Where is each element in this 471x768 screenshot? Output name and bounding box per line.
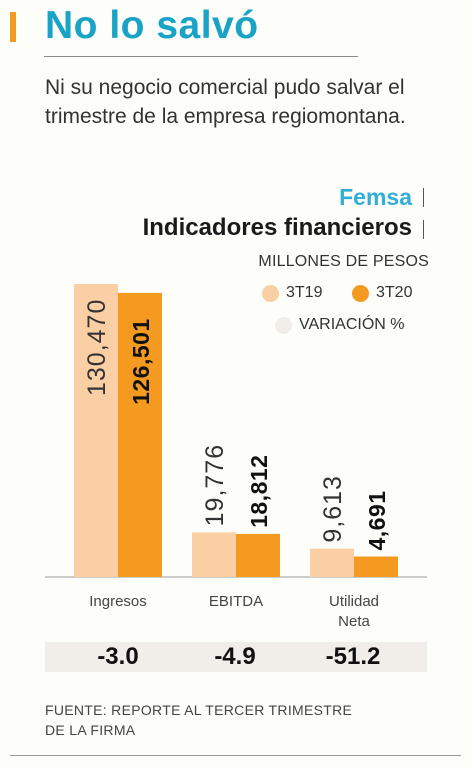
page-title: No lo salvó: [45, 4, 259, 47]
legend-label-3T20: 3T20: [376, 284, 413, 301]
title-accent-bar: [10, 12, 16, 42]
value-label-utilidad-neta-3T20: 4,691: [364, 490, 390, 550]
value-label-utilidad-neta-3T19: 9,613: [319, 475, 347, 543]
bar-ingresos-3T20: [118, 292, 162, 577]
value-label-ingresos-3T20: 126,501: [128, 318, 154, 405]
value-label-ebitda-3T19: 19,776: [201, 444, 229, 526]
variation-band: [45, 642, 427, 672]
bar-utilidad-neta-3T20: [354, 556, 398, 577]
legend-swatch-3T19: [262, 284, 279, 302]
source-line-1: FUENTE: REPORTE AL TERCER TRIMESTRE: [45, 702, 353, 718]
bottom-divider: [10, 755, 461, 756]
category-label-utilidad-neta-1: Utilidad: [329, 593, 379, 610]
value-label-ingresos-3T19: 130,470: [83, 299, 111, 396]
legend-item-3T20: 3T20: [352, 284, 412, 302]
legend-label-variation: VARIACIÓN %: [299, 316, 405, 333]
title-pipe: [423, 220, 424, 239]
variation-utilidad-neta: -51.2: [325, 643, 381, 670]
value-label-ebitda-3T20: 18,812: [246, 455, 272, 528]
variation-ingresos: -3.0: [97, 643, 139, 670]
legend-item-variation: VARIACIÓN %: [275, 316, 405, 334]
category-label-ebitda: EBITDA: [209, 593, 263, 610]
units-label: MILLONES DE PESOS: [258, 253, 429, 270]
bar-utilidad-neta-3T19: [310, 548, 354, 577]
legend-label-3T19: 3T19: [286, 284, 323, 301]
legend-item-3T19: 3T19: [262, 284, 322, 302]
variation-ebitda: -4.9: [214, 643, 256, 670]
category-label-utilidad-neta-2: Neta: [338, 613, 370, 630]
title-divider: [44, 56, 358, 57]
bar-ebitda-3T19: [192, 532, 236, 577]
source-line-2: DE LA FIRMA: [45, 722, 136, 738]
category-label-ingresos: Ingresos: [89, 593, 147, 610]
bar-chart: 130,470 126,501 Ingresos 19,776 18,812 EBITDA…: [45, 284, 427, 630]
bar-ingresos-3T19: [74, 284, 118, 577]
subtitle: Ni su negocio comercial pudo salvar el t…: [45, 76, 406, 128]
legend-swatch-3T20: [352, 284, 369, 302]
source-note: FUENTE: REPORTE AL TERCER TRIMESTRE DE L…: [45, 700, 375, 740]
company-pipe: [423, 188, 424, 207]
company-name: Femsa: [339, 184, 412, 210]
chart-title: Indicadores financieros: [142, 214, 412, 241]
bar-ebitda-3T20: [236, 533, 280, 577]
legend-swatch-variation: [275, 316, 292, 334]
